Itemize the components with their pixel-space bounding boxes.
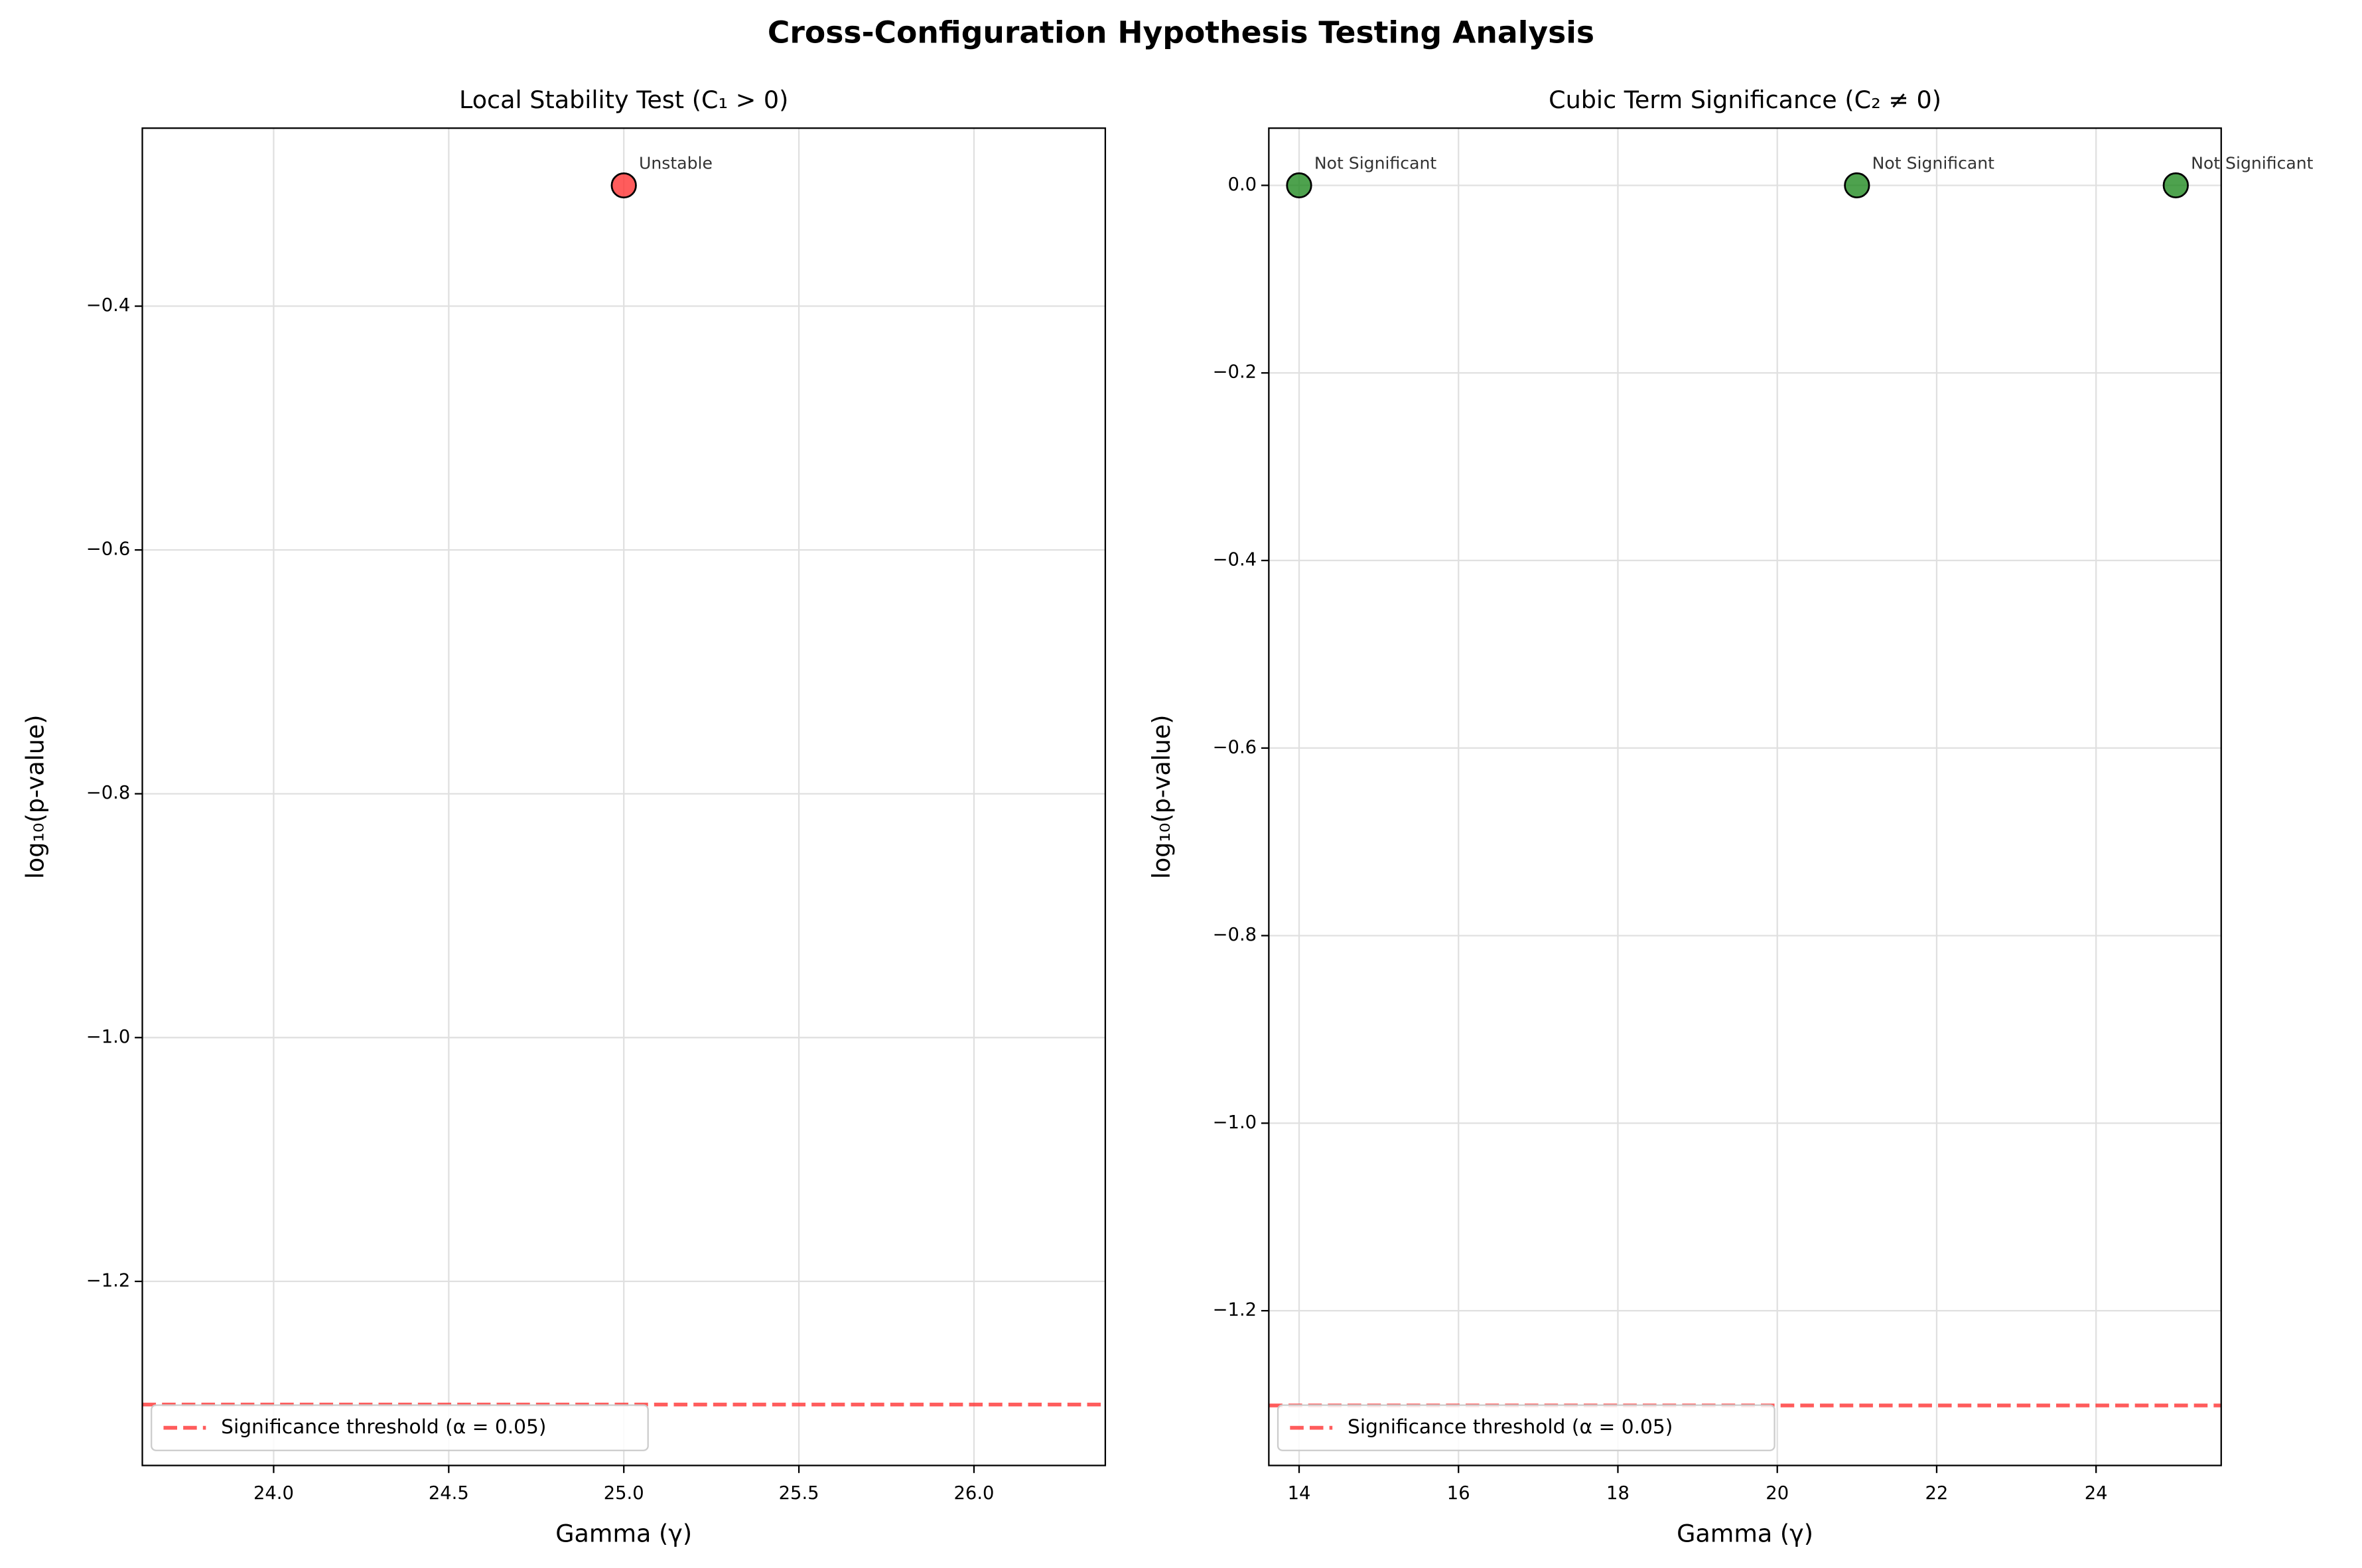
y-tick-label: −1.0: [86, 1027, 130, 1047]
plot-frame: [1268, 127, 2222, 1467]
y-tick-label: −1.2: [1213, 1300, 1257, 1321]
y-tick-label: −0.2: [1213, 362, 1257, 383]
legend-label: Significance threshold (α = 0.05): [221, 1415, 546, 1438]
x-tick-label: 24.5: [429, 1483, 469, 1504]
x-tick-label: 24: [2085, 1483, 2108, 1504]
legend-box: [1277, 1404, 1775, 1451]
x-tick-label: 25.5: [779, 1483, 819, 1504]
x-tick-label: 20: [1766, 1483, 1789, 1504]
y-tick-label: −0.4: [86, 295, 130, 316]
x-axis-label: Gamma (γ): [1677, 1520, 1813, 1548]
x-axis-label: Gamma (γ): [555, 1520, 692, 1548]
point: [1286, 172, 1312, 199]
y-tick-label: −0.6: [1213, 737, 1257, 757]
point-annotation: Unstable: [639, 154, 713, 173]
y-tick-label: −0.6: [86, 539, 130, 560]
point: [1844, 172, 1870, 199]
x-tick-label: 16: [1447, 1483, 1470, 1504]
point: [610, 172, 637, 199]
y-tick-label: −0.8: [86, 783, 130, 803]
x-tick-label: 18: [1606, 1483, 1630, 1504]
point-annotation: Not Significant: [1314, 154, 1437, 173]
x-tick-label: 14: [1288, 1483, 1311, 1504]
point-annotation: Not Significant: [2191, 154, 2314, 173]
x-tick-label: 22: [1925, 1483, 1949, 1504]
y-axis-label: log₁₀(p-value): [21, 715, 49, 880]
x-tick-label: 26.0: [953, 1483, 994, 1504]
figure-title: Cross-Configuration Hypothesis Testing A…: [768, 15, 1594, 50]
point-annotation: Not Significant: [1872, 154, 1995, 173]
x-tick-label: 25.0: [604, 1483, 644, 1504]
y-tick-label: −1.2: [86, 1270, 130, 1291]
y-tick-label: −1.0: [1213, 1112, 1257, 1133]
y-axis-label: log₁₀(p-value): [1147, 715, 1176, 880]
legend-label: Significance threshold (α = 0.05): [1348, 1415, 1673, 1438]
plot-frame: [141, 127, 1107, 1467]
subplot-title: Cubic Term Significance (C₂ ≠ 0): [1549, 86, 1941, 114]
subplot-title: Local Stability Test (C₁ > 0): [459, 86, 788, 114]
y-tick-label: −0.8: [1213, 925, 1257, 945]
legend-box: [151, 1404, 649, 1451]
y-tick-label: −0.4: [1213, 550, 1257, 570]
y-tick-label: 0.0: [1228, 174, 1257, 195]
point: [2162, 172, 2189, 199]
x-tick-label: 24.0: [253, 1483, 294, 1504]
